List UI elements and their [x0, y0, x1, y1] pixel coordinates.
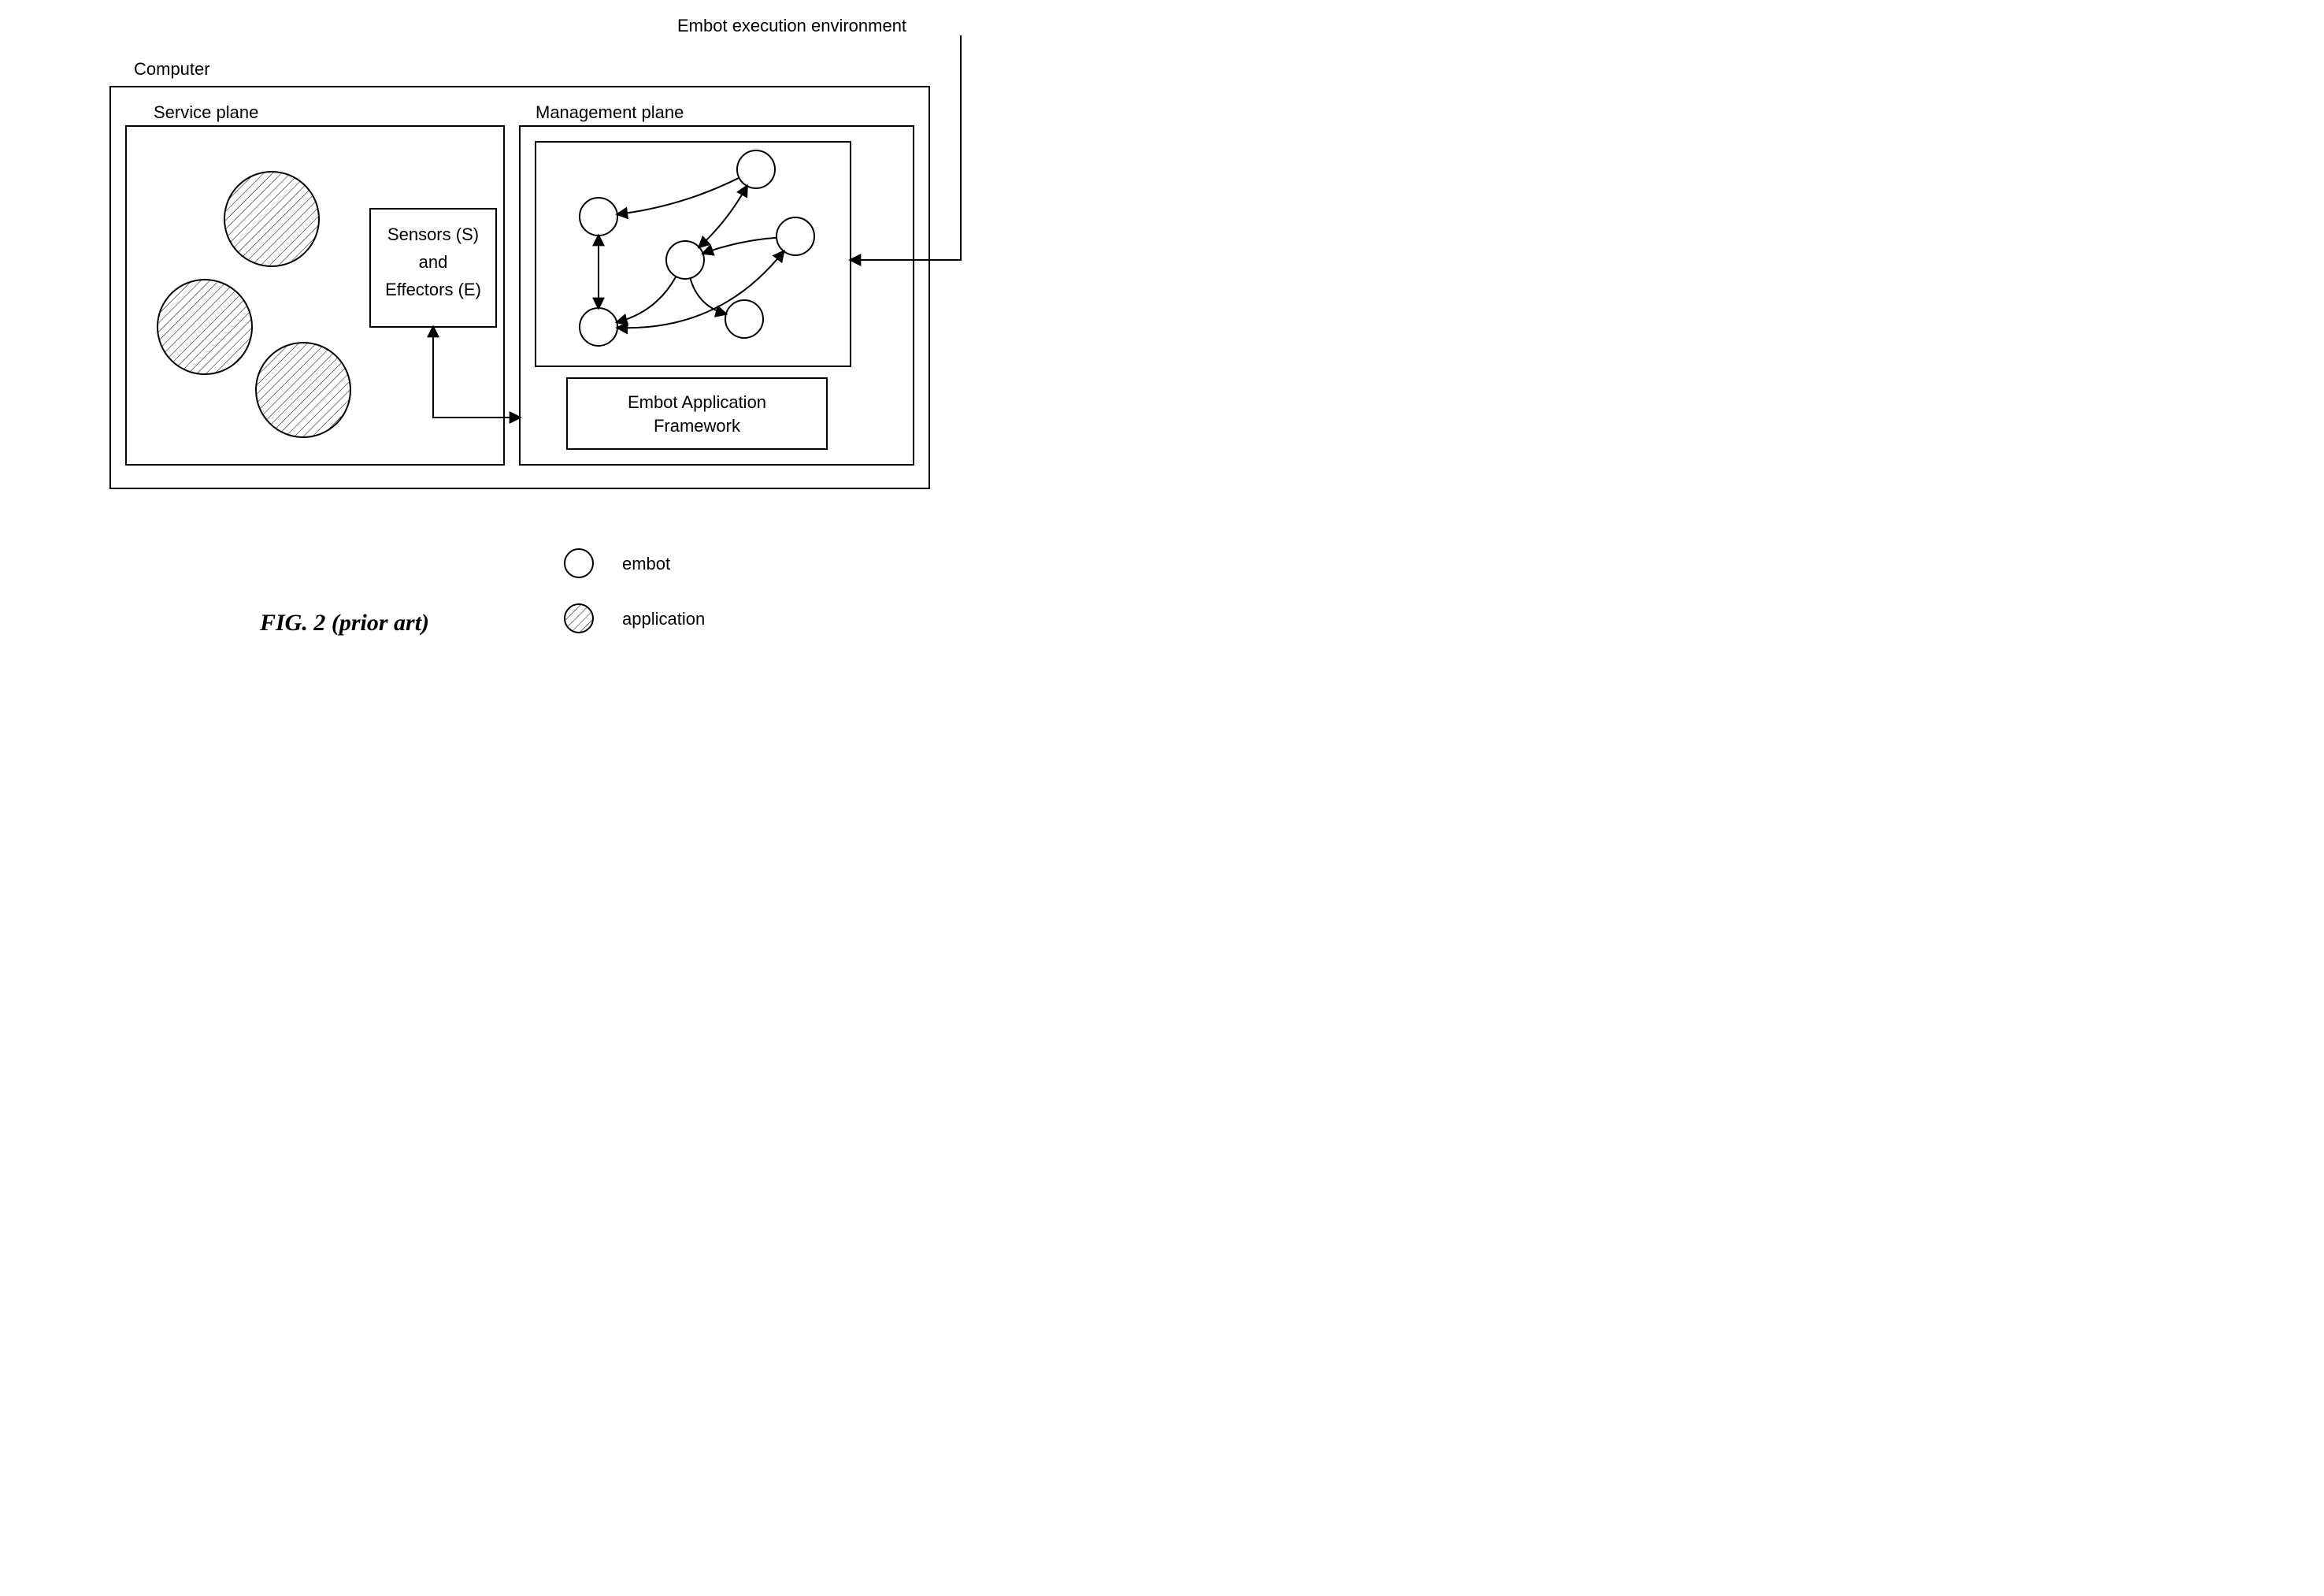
sensors-label-2: and [419, 252, 448, 272]
embot-node [580, 308, 617, 346]
computer-label: Computer [134, 59, 210, 79]
embot-node [666, 241, 704, 279]
application-icon [158, 280, 252, 374]
legend-application-label: application [622, 609, 705, 629]
legend-application-icon [565, 604, 593, 633]
legend-embot-label: embot [622, 554, 670, 573]
execution-env-label: Embot execution environment [677, 16, 906, 35]
embot-node [725, 300, 763, 338]
application-icon [256, 343, 350, 437]
embot-node [737, 150, 775, 188]
legend-embot-icon [565, 549, 593, 577]
embot-node [580, 198, 617, 236]
framework-label-1: Embot Application [628, 392, 766, 412]
application-icon [224, 172, 319, 266]
management-plane-label: Management plane [536, 102, 684, 122]
figure-caption: FIG. 2 (prior art) [259, 610, 429, 636]
service-plane-label: Service plane [154, 102, 258, 122]
framework-label-2: Framework [654, 416, 741, 436]
sensors-label-1: Sensors (S) [387, 225, 479, 244]
embot-node [777, 217, 814, 255]
sensors-label-3: Effectors (E) [385, 280, 481, 299]
